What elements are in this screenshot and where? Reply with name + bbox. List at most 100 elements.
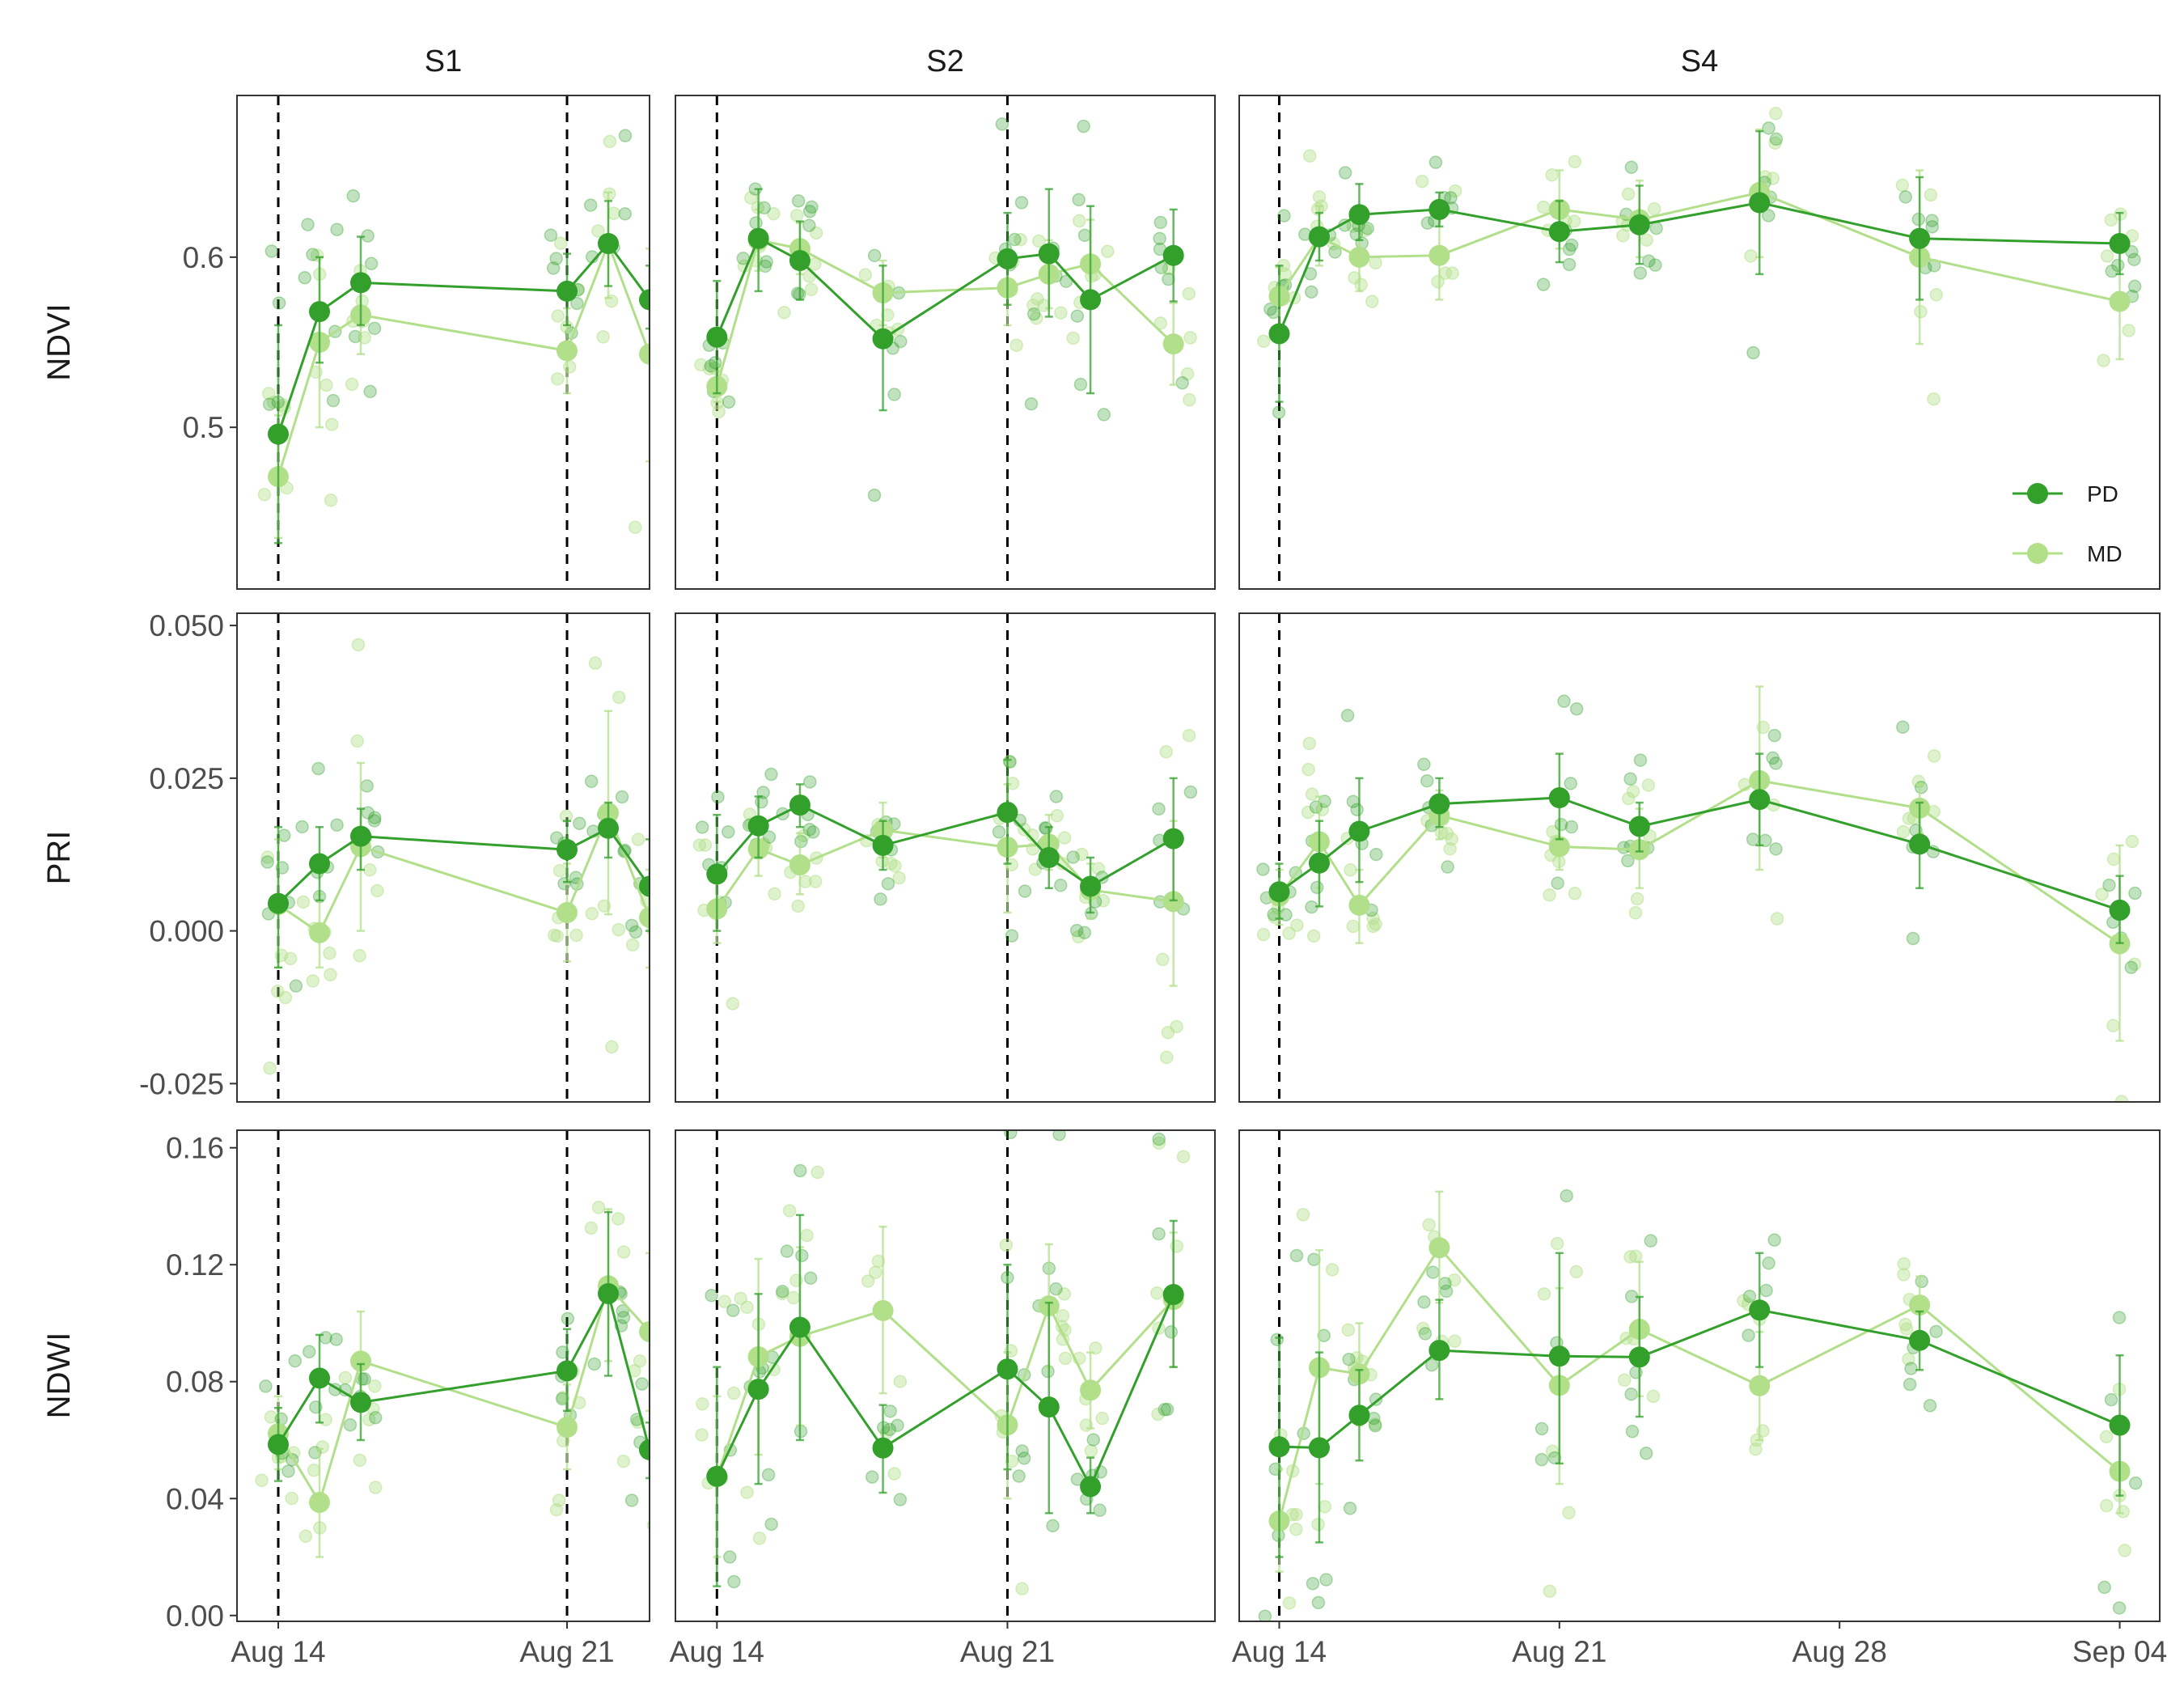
replicate-point-pd [803,775,817,789]
mean-point-pd [309,853,330,875]
y-tick-label-ndwi: 0.16 [166,1132,224,1165]
mean-point-pd [1268,323,1290,345]
replicate-point-pd [1925,214,1939,227]
replicate-point-pd [1160,1402,1175,1417]
replicate-point-md [362,1413,376,1427]
mean-point-pd [557,839,578,861]
replicate-point-pd [1623,772,1637,786]
replicate-point-pd [1093,1503,1107,1517]
replicate-point-pd [1904,1362,1918,1375]
replicate-point-pd [544,228,558,242]
replicate-point-md [999,1238,1014,1252]
replicate-point-pd [584,774,599,788]
replicate-point-md [298,1529,313,1543]
replicate-point-md [591,224,605,238]
replicate-point-pd [1350,803,1364,817]
replicate-point-md [1929,288,1944,302]
mean-point-pd [1308,852,1330,874]
panel-border [675,612,1216,1103]
replicate-point-pd [1270,1333,1285,1346]
panel-s2-ndvi [675,95,1216,590]
replicate-point-md [2106,852,2121,866]
replicate-point-md [1150,1286,1164,1300]
replicate-point-pd [587,1357,602,1371]
replicate-point-md [307,1463,321,1477]
mean-point-pd [997,248,1018,269]
replicate-point-pd [616,1311,631,1324]
replicate-point-pd [1642,254,1656,268]
replicate-point-pd [1077,228,1092,243]
replicate-point-pd [1769,842,1783,856]
x-tick-label-s2: Aug 21 [960,1635,1055,1668]
replicate-point-pd [1026,307,1041,321]
replicate-point-pd [367,814,382,828]
replicate-point-pd [624,1494,639,1507]
replicate-point-md [1028,862,1043,876]
replicate-point-pd [805,200,819,214]
replicate-point-md [1626,785,1640,799]
replicate-point-md [1344,863,1357,877]
replicate-point-pd [1072,193,1086,207]
replicate-point-pd [708,355,722,370]
panel-s2-pri [675,612,1216,1103]
replicate-point-pd [1153,231,1166,246]
replicate-point-md [2106,1019,2120,1032]
mean-point-pd [706,326,728,348]
replicate-point-pd [1342,1352,1356,1366]
replicate-point-pd [1319,1573,1333,1587]
panel-s4-pri [1238,612,2161,1103]
replicate-point-pd [1175,376,1189,390]
panel-content [1258,1130,2143,1621]
replicate-point-md [611,1212,625,1226]
replicate-point-pd [1343,1502,1357,1515]
replicate-point-pd [1311,1595,1326,1610]
replicate-point-md [345,377,359,392]
replicate-point-pd [1153,215,1168,230]
mean-point-pd [1909,1329,1931,1351]
replicate-point-pd [364,256,379,271]
replicate-point-md [350,734,365,748]
replicate-point-pd [795,1248,809,1263]
replicate-point-pd [329,1333,343,1346]
replicate-point-md [861,1274,875,1288]
replicate-point-pd [891,1418,904,1433]
replicate-point-pd [616,1304,629,1318]
replicate-point-pd [262,397,277,411]
replicate-point-md [1616,229,1630,243]
replicate-point-md [324,494,338,507]
replicate-point-md [726,997,740,1011]
replicate-point-md [1365,294,1379,308]
replicate-point-pd [1923,1399,1937,1413]
mean-point-pd [1308,226,1330,248]
replicate-point-pd [1015,1444,1029,1458]
replicate-point-md [1647,201,1661,216]
replicate-point-pd [1158,1402,1171,1417]
mean-point-md [872,1299,894,1321]
mean-point-md [557,901,578,923]
replicate-point-md [1568,155,1582,169]
replicate-point-pd [1305,285,1318,299]
replicate-point-pd [265,244,279,258]
y-tick-label-pri: 0.050 [149,609,224,642]
replicate-point-pd [1746,345,1760,360]
replicate-point-md [612,922,625,937]
replicate-point-pd [1639,1447,1653,1460]
replicate-point-md [1640,233,1654,247]
replicate-point-pd [1005,929,1019,943]
replicate-point-md [767,206,781,221]
replicate-point-md [1346,919,1361,934]
mean-point-pd [1428,793,1450,815]
replicate-point-pd [802,218,816,232]
replicate-point-md [363,862,377,877]
replicate-point-pd [865,1470,879,1484]
replicate-point-md [1448,184,1462,198]
mean-point-pd [557,1360,578,1382]
axes: 0.5 0.6 -0.025 0.000 0.025 0.050 0.00 0.04 0.08 0… [139,241,2167,1668]
mean-point-pd [1080,875,1102,897]
replicate-point-md [791,899,805,913]
replicate-point-md [1641,778,1656,792]
series-line-pd [277,241,650,435]
replicate-point-pd [1049,790,1064,803]
legend: PD MD [2013,481,2123,566]
